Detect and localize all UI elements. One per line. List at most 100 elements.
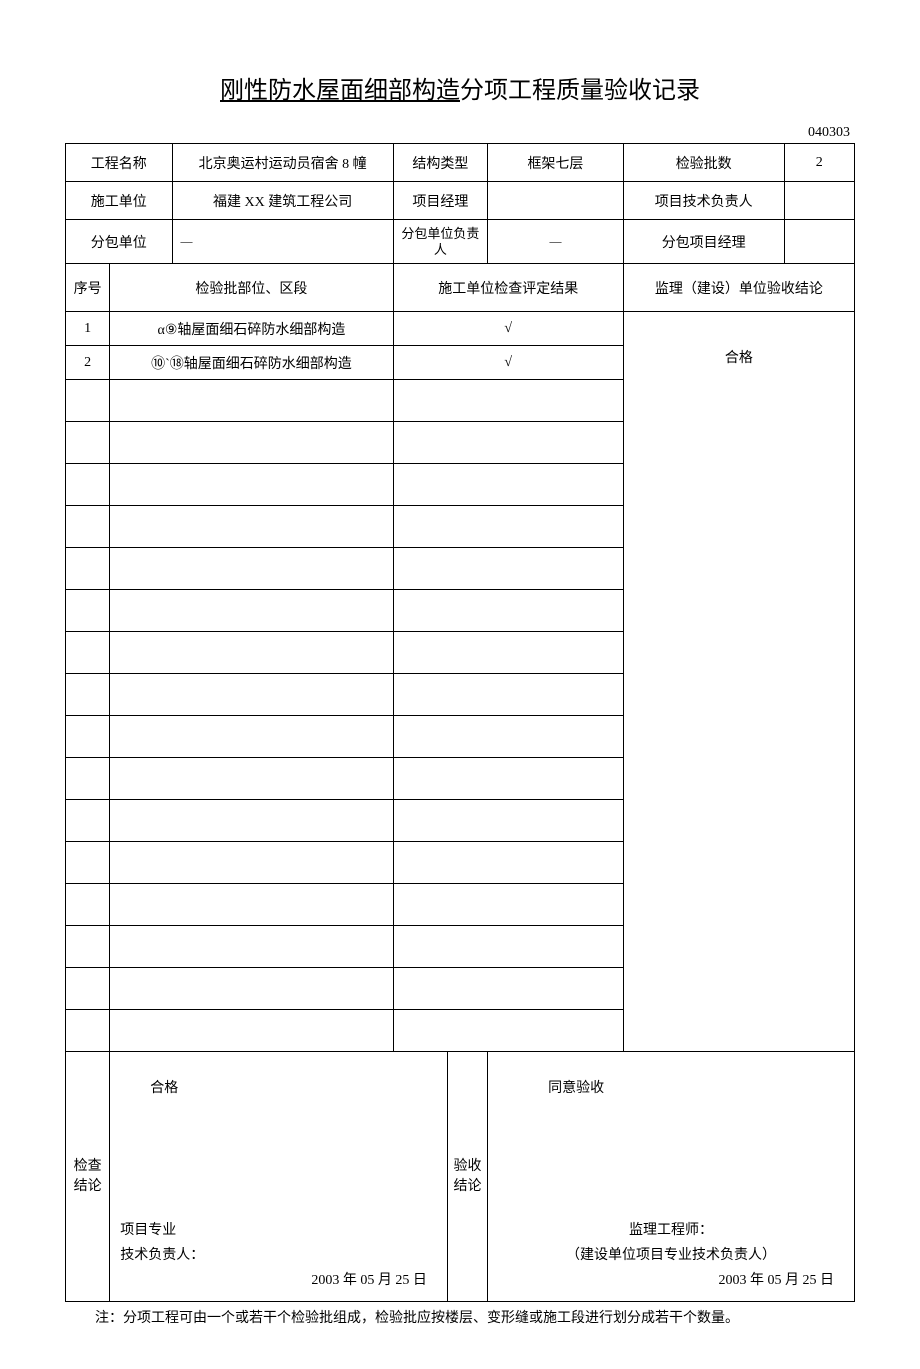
inspection-table: 工程名称 北京奥运村运动员宿舍 8 幢 结构类型 框架七层 检验批数 2 施工单… <box>65 143 855 1302</box>
subcontractor-label: 分包单位 <box>66 220 173 264</box>
structure-type-value: 框架七层 <box>488 144 624 182</box>
conclusion-row: 检查结论 合格 项目专业 技术负责人： 2003 年 05 月 25 日 验收结… <box>66 1052 855 1302</box>
seq-cell <box>66 968 110 1010</box>
col-supervision-result: 监理（建设）单位验收结论 <box>623 264 854 312</box>
accept-top-text: 同意验收 <box>498 1072 844 1097</box>
seq-cell <box>66 716 110 758</box>
seq-cell: 2 <box>66 346 110 380</box>
section-cell <box>110 674 393 716</box>
result-cell <box>393 464 623 506</box>
subcontractor-lead-value: — <box>488 220 624 264</box>
section-cell <box>110 632 393 674</box>
subcontractor-lead-label: 分包单位负责人 <box>393 220 487 264</box>
seq-cell <box>66 548 110 590</box>
section-cell <box>110 758 393 800</box>
result-cell: √ <box>393 312 623 346</box>
result-cell <box>393 800 623 842</box>
seq-cell <box>66 380 110 422</box>
col-seq: 序号 <box>66 264 110 312</box>
sub-pm-label: 分包项目经理 <box>623 220 784 264</box>
result-cell <box>393 548 623 590</box>
seq-cell <box>66 590 110 632</box>
accept-conclusion-content: 同意验收 监理工程师： （建设单位项目专业技术负责人） 2003 年 05 月 … <box>488 1052 855 1302</box>
section-cell <box>110 968 393 1010</box>
seq-cell <box>66 1010 110 1052</box>
check-top-text: 合格 <box>120 1072 437 1097</box>
section-cell <box>110 422 393 464</box>
section-cell <box>110 1010 393 1052</box>
check-conclusion-content: 合格 项目专业 技术负责人： 2003 年 05 月 25 日 <box>110 1052 448 1302</box>
seq-cell <box>66 464 110 506</box>
section-cell <box>110 800 393 842</box>
seq-cell <box>66 842 110 884</box>
structure-type-label: 结构类型 <box>393 144 487 182</box>
construction-unit-label: 施工单位 <box>66 182 173 220</box>
section-cell: α⑨轴屋面细石碎防水细部构造 <box>110 312 393 346</box>
header-row-1: 工程名称 北京奥运村运动员宿舍 8 幢 结构类型 框架七层 检验批数 2 <box>66 144 855 182</box>
title-rest: 分项工程质量验收记录 <box>460 78 700 104</box>
section-cell: ⑩`⑱轴屋面细石碎防水细部构造 <box>110 346 393 380</box>
section-cell <box>110 464 393 506</box>
result-cell <box>393 674 623 716</box>
section-cell <box>110 380 393 422</box>
section-cell <box>110 842 393 884</box>
supervision-conclusion-text: 合格 <box>725 351 753 366</box>
project-manager-value <box>488 182 624 220</box>
section-cell <box>110 590 393 632</box>
result-cell <box>393 1010 623 1052</box>
seq-cell <box>66 506 110 548</box>
batch-count-label: 检验批数 <box>623 144 784 182</box>
seq-cell <box>66 632 110 674</box>
construction-unit-value: 福建 XX 建筑工程公司 <box>172 182 393 220</box>
seq-cell <box>66 758 110 800</box>
seq-cell <box>66 926 110 968</box>
project-name-value: 北京奥运村运动员宿舍 8 幢 <box>172 144 393 182</box>
result-cell <box>393 632 623 674</box>
accept-date: 2003 年 05 月 25 日 <box>498 1268 844 1293</box>
col-construction-result: 施工单位检查评定结果 <box>393 264 623 312</box>
seq-cell <box>66 674 110 716</box>
column-header-row: 序号 检验批部位、区段 施工单位检查评定结果 监理（建设）单位验收结论 <box>66 264 855 312</box>
check-conclusion-label: 检查结论 <box>66 1052 110 1302</box>
document-number: 040303 <box>65 125 855 141</box>
result-cell <box>393 422 623 464</box>
tech-lead-value <box>784 182 854 220</box>
seq-cell <box>66 422 110 464</box>
accept-sig-1: 监理工程师： <box>498 1218 844 1243</box>
subcontractor-value: — <box>172 220 393 264</box>
result-cell <box>393 884 623 926</box>
project-manager-label: 项目经理 <box>393 182 487 220</box>
tech-lead-label: 项目技术负责人 <box>623 182 784 220</box>
section-cell <box>110 926 393 968</box>
result-cell <box>393 842 623 884</box>
section-cell <box>110 506 393 548</box>
title-underlined: 刚性防水屋面细部构造 <box>220 78 460 104</box>
result-cell <box>393 590 623 632</box>
result-cell <box>393 758 623 800</box>
seq-cell <box>66 884 110 926</box>
result-cell <box>393 506 623 548</box>
seq-cell <box>66 800 110 842</box>
accept-sig-2: （建设单位项目专业技术负责人） <box>498 1243 844 1268</box>
section-cell <box>110 884 393 926</box>
result-cell <box>393 926 623 968</box>
sub-pm-value <box>784 220 854 264</box>
result-cell <box>393 380 623 422</box>
seq-cell: 1 <box>66 312 110 346</box>
project-name-label: 工程名称 <box>66 144 173 182</box>
result-cell <box>393 968 623 1010</box>
check-sig-1: 项目专业 <box>120 1218 437 1243</box>
table-row: 1 α⑨轴屋面细石碎防水细部构造 √ 合格 <box>66 312 855 346</box>
check-date: 2003 年 05 月 25 日 <box>120 1268 437 1293</box>
batch-count-value: 2 <box>784 144 854 182</box>
result-cell <box>393 716 623 758</box>
check-sig-2: 技术负责人： <box>120 1243 437 1268</box>
section-cell <box>110 716 393 758</box>
supervision-conclusion-cell: 合格 <box>623 312 854 1052</box>
accept-conclusion-label: 验收结论 <box>447 1052 487 1302</box>
header-row-3: 分包单位 — 分包单位负责人 — 分包项目经理 <box>66 220 855 264</box>
footnote: 注：分项工程可由一个或若干个检验批组成，检验批应按楼层、变形缝或施工段进行划分成… <box>65 1302 855 1329</box>
page-title: 刚性防水屋面细部构造分项工程质量验收记录 <box>65 70 855 105</box>
section-cell <box>110 548 393 590</box>
header-row-2: 施工单位 福建 XX 建筑工程公司 项目经理 项目技术负责人 <box>66 182 855 220</box>
